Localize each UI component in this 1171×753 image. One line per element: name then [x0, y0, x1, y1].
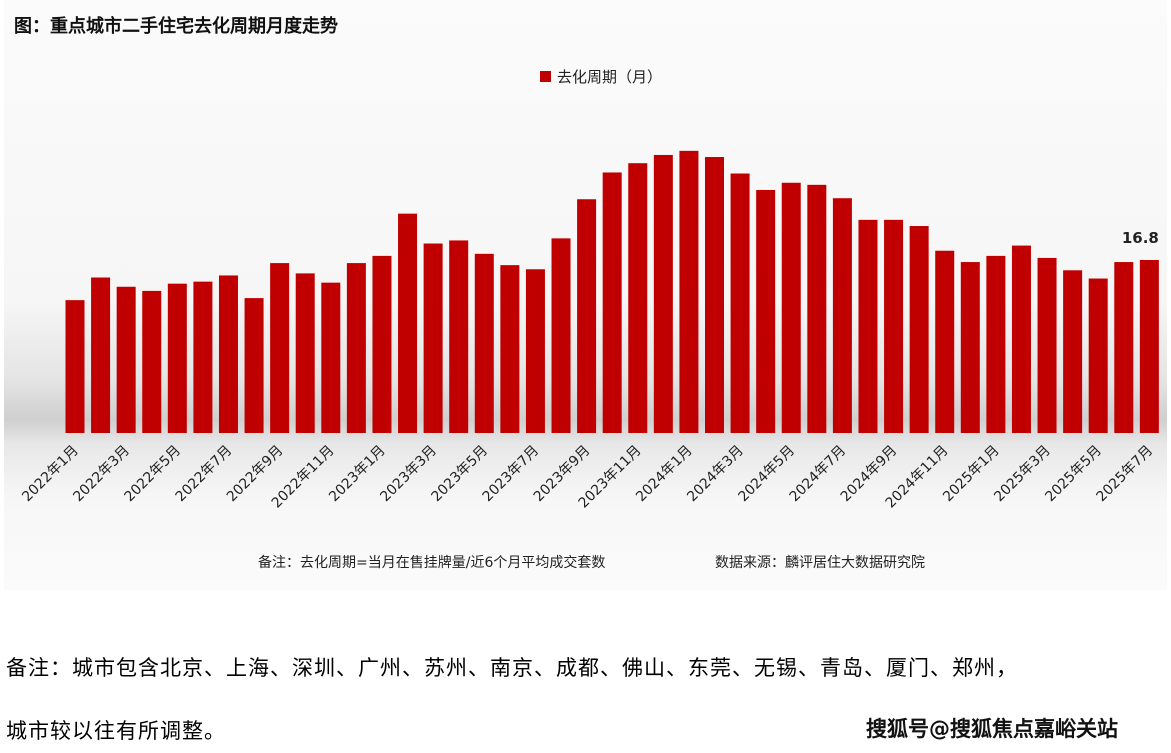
bar [270, 263, 290, 433]
bar [781, 182, 801, 433]
bar [730, 173, 750, 433]
bar [1088, 278, 1108, 433]
data-source: 数据来源：麟评居住大数据研究院 [715, 555, 925, 571]
bar [398, 213, 418, 433]
bar [935, 250, 955, 433]
chart-title: 图：重点城市二手住宅去化周期月度走势 [14, 16, 338, 37]
chart-note: 备注：去化周期=当月在售挂牌量/近6个月平均成交套数 [258, 555, 606, 571]
bar [218, 275, 238, 433]
bar [551, 238, 571, 433]
bar [679, 150, 699, 433]
bar [807, 184, 827, 433]
bar [756, 189, 776, 433]
bar [167, 283, 187, 433]
bar [321, 282, 341, 433]
bar [960, 262, 980, 433]
bar [986, 255, 1006, 433]
bar [602, 172, 622, 433]
bar [91, 277, 111, 433]
bar [577, 199, 597, 433]
bar [1011, 245, 1031, 433]
bar [193, 281, 213, 433]
bar-chart: 2022年1月2022年3月2022年5月2022年7月2022年9月2022年… [19, 150, 1159, 511]
bar [1063, 270, 1083, 433]
bar [346, 263, 366, 433]
bar [858, 219, 878, 433]
footnote-line-2: 城市较以往有所调整。 [6, 719, 226, 743]
bar [142, 290, 162, 433]
bar [372, 255, 392, 433]
bar [628, 163, 648, 433]
legend-swatch [540, 71, 551, 82]
bar [1114, 262, 1134, 433]
bar [116, 286, 136, 433]
bar [653, 154, 673, 433]
bar [244, 298, 264, 433]
bar [832, 198, 852, 433]
bar [884, 219, 904, 433]
bar [295, 273, 315, 433]
bar [525, 269, 545, 433]
data-label: 16.8 [1122, 229, 1159, 247]
bar [909, 226, 929, 433]
bar [500, 265, 520, 433]
watermark: 搜狐号@搜狐焦点嘉峪关站 [866, 717, 1118, 741]
bar [449, 240, 469, 433]
footnote-line-1: 备注：城市包含北京、上海、深圳、广州、苏州、南京、成都、佛山、东莞、无锡、青岛、… [6, 656, 1018, 680]
legend-label: 去化周期（月） [557, 68, 663, 86]
legend: 去化周期（月） [540, 66, 662, 87]
bar [705, 157, 724, 433]
bar [474, 253, 494, 433]
bar [65, 300, 85, 433]
bar [423, 243, 443, 433]
bar [1139, 260, 1159, 433]
bar [1037, 257, 1057, 433]
